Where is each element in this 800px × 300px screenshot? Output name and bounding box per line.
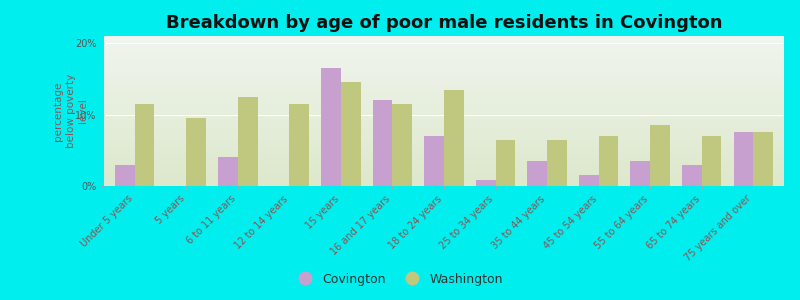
Bar bbox=[393, 104, 412, 186]
Bar bbox=[425, 136, 444, 186]
Bar bbox=[115, 165, 135, 186]
Bar bbox=[630, 161, 650, 186]
Bar bbox=[527, 161, 547, 186]
Bar bbox=[186, 118, 206, 186]
Bar bbox=[579, 175, 598, 186]
Bar bbox=[734, 132, 753, 186]
Bar bbox=[290, 104, 309, 186]
Bar bbox=[341, 82, 361, 186]
Bar bbox=[650, 125, 670, 186]
Bar bbox=[547, 140, 566, 186]
Bar bbox=[476, 180, 495, 186]
Legend: Covington, Washington: Covington, Washington bbox=[292, 268, 508, 291]
Title: Breakdown by age of poor male residents in Covington: Breakdown by age of poor male residents … bbox=[166, 14, 722, 32]
Bar bbox=[135, 104, 154, 186]
Bar bbox=[218, 158, 238, 186]
Bar bbox=[373, 100, 393, 186]
Bar bbox=[444, 90, 463, 186]
Y-axis label: percentage
below poverty
level: percentage below poverty level bbox=[54, 74, 88, 148]
Bar bbox=[238, 97, 258, 186]
Bar bbox=[598, 136, 618, 186]
Bar bbox=[322, 68, 341, 186]
Bar bbox=[753, 132, 773, 186]
Bar bbox=[682, 165, 702, 186]
Bar bbox=[702, 136, 721, 186]
Bar bbox=[495, 140, 515, 186]
